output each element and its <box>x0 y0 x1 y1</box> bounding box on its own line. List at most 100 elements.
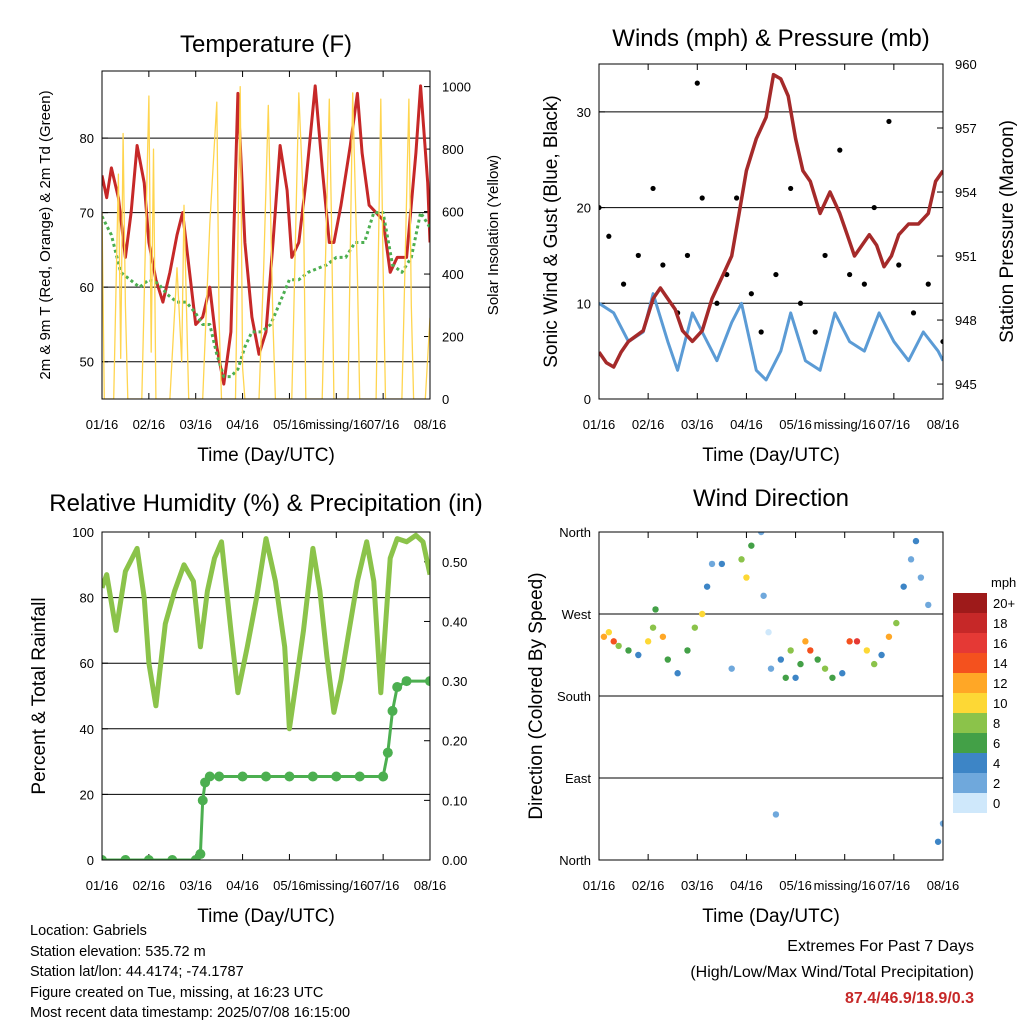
y-tick-label: 20 <box>577 201 591 216</box>
gust-point <box>758 329 764 335</box>
legend-swatch <box>953 773 987 793</box>
y2-axis-label: Station Pressure (Maroon) <box>997 120 1018 343</box>
direction-point <box>863 647 871 654</box>
gust-point <box>910 310 917 316</box>
direction-point <box>767 665 775 672</box>
y-tick-label: 50 <box>80 355 94 370</box>
direction-point <box>703 583 711 590</box>
y-axis-label: Percent & Total Rainfall <box>29 597 50 794</box>
direction-point <box>787 647 794 654</box>
y-tick-label: 100 <box>72 525 94 540</box>
legend-swatch <box>953 673 987 693</box>
x-tick-label: 05/16 <box>779 878 812 893</box>
direction-point <box>610 638 617 645</box>
x-tick-label: 01/16 <box>86 878 119 893</box>
x-tick-label: 03/16 <box>179 417 212 432</box>
y-tick-label: 70 <box>80 206 94 221</box>
direction-point <box>605 629 613 636</box>
gust-point <box>660 262 666 268</box>
direction-point <box>615 642 622 650</box>
x-tick-label: 08/16 <box>414 417 447 432</box>
y-tick-label: 80 <box>80 591 94 606</box>
direction-point <box>708 560 716 568</box>
direction-point <box>853 638 861 645</box>
y2-tick-label: 960 <box>955 57 977 72</box>
x-tick-label: 07/16 <box>367 417 400 432</box>
created-text: Figure created on Tue, missing, at 16:23… <box>30 984 324 1001</box>
y2-tick-label: 0.40 <box>442 614 467 629</box>
y2-tick-label: 954 <box>955 185 977 200</box>
series-solar <box>102 85 430 399</box>
plot-frame <box>598 531 944 861</box>
y2-tick-label: 951 <box>955 249 977 264</box>
extremes-title: Extremes For Past 7 Days <box>787 938 974 955</box>
x-tick-label: missing/16 <box>814 417 876 432</box>
direction-point <box>728 665 735 672</box>
panel-1: Temperature (F)5060708002004006008001000… <box>37 31 502 466</box>
y2-axis-label: Solar Insolation (Yellow) <box>485 155 502 315</box>
x-axis-label: Time (Day/UTC) <box>702 445 840 466</box>
legend-label: 16 <box>993 636 1007 651</box>
y2-tick-label: 800 <box>442 142 464 157</box>
gust-point <box>812 329 818 335</box>
legend-label: 12 <box>993 676 1007 691</box>
legend-swatch <box>953 733 987 753</box>
gust-point <box>837 147 843 153</box>
x-tick-label: missing/16 <box>305 417 367 432</box>
x-tick-label: missing/16 <box>305 878 367 893</box>
direction-point <box>917 574 925 581</box>
legend-swatch <box>953 653 987 673</box>
y-tick-label: West <box>562 607 592 622</box>
gust-point <box>886 118 892 125</box>
x-tick-label: 03/16 <box>681 417 714 432</box>
direction-point <box>792 674 799 681</box>
y2-tick-label: 0.10 <box>442 793 467 808</box>
x-tick-label: 07/16 <box>367 878 400 893</box>
direction-point <box>893 619 900 627</box>
extremes-values: 87.4/46.9/18.9/0.3 <box>845 990 974 1007</box>
direction-point <box>925 601 932 609</box>
gust-point <box>650 185 656 192</box>
direction-point <box>738 556 745 563</box>
direction-point <box>846 638 853 645</box>
gust-point <box>822 252 828 259</box>
chart-title: Winds (mph) & Pressure (mb) <box>612 25 929 52</box>
direction-point <box>674 670 681 677</box>
y-tick-label: 30 <box>577 105 591 120</box>
y-tick-label: 60 <box>80 656 94 671</box>
direction-point <box>934 838 942 845</box>
gust-point <box>847 271 853 278</box>
x-tick-label: 01/16 <box>86 417 119 432</box>
y-tick-label: East <box>565 771 591 786</box>
series-wind <box>599 292 943 382</box>
chart-title: Wind Direction <box>693 485 849 512</box>
direction-point <box>878 651 885 659</box>
plot-frame <box>101 70 431 400</box>
gust-point <box>606 233 612 239</box>
direction-point <box>691 624 699 631</box>
legend-swatch <box>953 593 987 613</box>
legend-swatch <box>953 613 987 633</box>
direction-point <box>782 674 789 681</box>
y2-tick-label: 948 <box>955 313 977 328</box>
x-tick-label: 03/16 <box>179 878 212 893</box>
direction-point <box>765 629 772 636</box>
panel-2: Winds (mph) & Pressure (mb) 0 10 20 30 945 948… <box>541 25 1018 466</box>
y-axis-label: Direction (Colored By Speed) <box>526 572 547 819</box>
direction-point <box>839 670 846 677</box>
y2-tick-label: 945 <box>955 377 977 392</box>
y2-tick-label: 0.00 <box>442 853 467 868</box>
y2-tick-label: 957 <box>955 121 977 136</box>
gust-point <box>599 204 602 211</box>
direction-point <box>718 560 726 568</box>
chart-title: Relative Humidity (%) & Precipitation (i… <box>49 490 482 517</box>
y-tick-label: 20 <box>80 787 94 802</box>
x-tick-label: 04/16 <box>226 417 259 432</box>
x-tick-label: 08/16 <box>414 878 447 893</box>
y-tick-label: 40 <box>80 722 94 737</box>
direction-point <box>699 610 706 618</box>
gust-point <box>620 281 627 287</box>
legend-swatch <box>953 633 987 653</box>
legend-label: 2 <box>993 776 1000 791</box>
legend-label: 4 <box>993 756 1000 771</box>
